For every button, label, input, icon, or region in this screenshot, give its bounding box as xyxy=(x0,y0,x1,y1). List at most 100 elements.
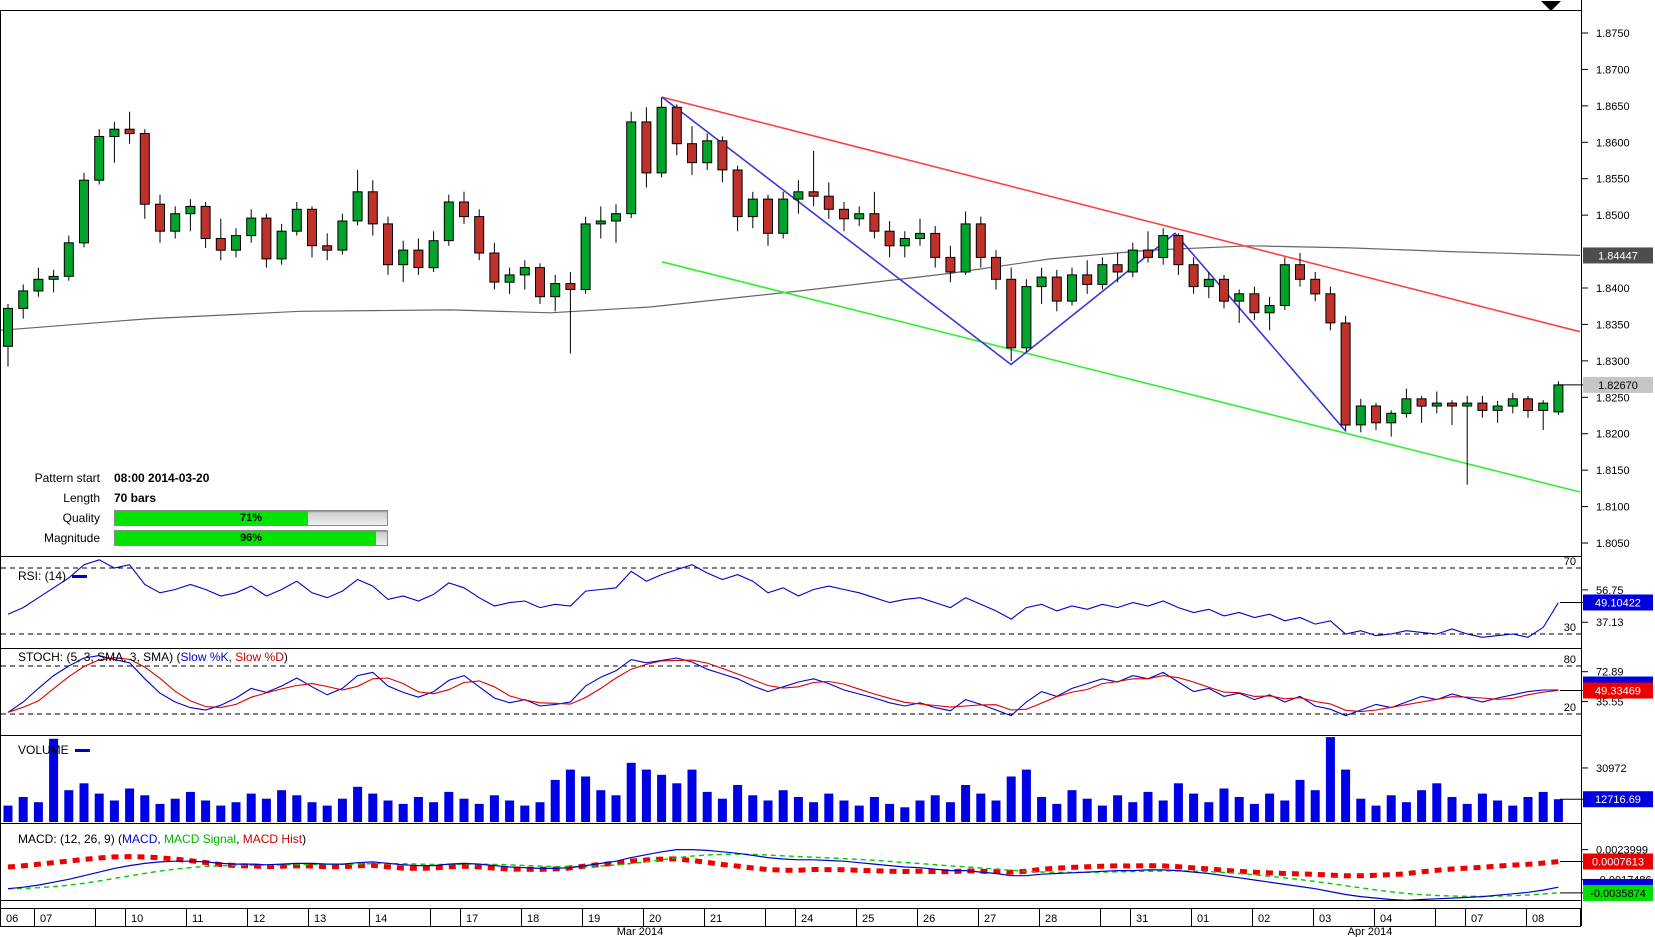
volume-bar xyxy=(353,786,363,822)
candlestick xyxy=(443,201,454,242)
volume-bar xyxy=(398,803,408,822)
candlestick xyxy=(200,205,211,239)
candlestick xyxy=(413,249,424,269)
volume-bar xyxy=(839,800,849,822)
candlestick xyxy=(884,230,895,247)
candlestick xyxy=(1127,249,1138,273)
volume-bar xyxy=(1386,795,1396,822)
candlestick xyxy=(732,169,743,218)
volume-bar xyxy=(33,802,43,822)
pattern-zigzag-blue xyxy=(661,96,1347,433)
chart-shift-marker[interactable] xyxy=(1541,1,1561,11)
candlestick xyxy=(823,195,834,210)
price-tick-label: 1.8600 xyxy=(1596,137,1630,149)
candlestick xyxy=(535,267,545,298)
candlestick xyxy=(1431,402,1442,407)
price-tick-label: 1.8750 xyxy=(1596,28,1630,40)
price-tick-label: 1.8700 xyxy=(1596,64,1630,76)
candlestick xyxy=(565,283,576,290)
price-axis[interactable] xyxy=(1581,0,1655,937)
price-tick-label: 1.8400 xyxy=(1596,283,1630,295)
candlestick xyxy=(291,208,302,232)
xaxis-day-label: 07 xyxy=(1471,913,1483,925)
volume-bar xyxy=(1371,805,1381,822)
candlestick xyxy=(1051,276,1062,302)
volume-bar xyxy=(976,793,986,822)
ma-value-badge xyxy=(1583,247,1653,264)
candlestick xyxy=(930,232,941,258)
candlestick xyxy=(702,140,713,164)
volume-bar xyxy=(778,790,788,822)
volume-bar xyxy=(125,788,135,822)
price-tick-label: 1.8350 xyxy=(1596,319,1630,331)
xaxis-day-label: 26 xyxy=(923,913,935,925)
candlestick xyxy=(550,283,561,298)
xaxis-day-label: 12 xyxy=(253,913,265,925)
candlestick xyxy=(975,223,986,258)
volume-bar xyxy=(687,769,697,822)
xaxis-day-label: 11 xyxy=(192,913,203,925)
stoch-tick-label: 35.55 xyxy=(1596,697,1624,709)
candlestick xyxy=(1371,405,1381,424)
volume-bar xyxy=(246,793,256,822)
volume-bar xyxy=(1295,779,1305,822)
macd-signal-value-badge xyxy=(1583,884,1653,901)
stoch-d-value-badge xyxy=(1583,682,1653,699)
stoch-k-line xyxy=(7,655,1559,717)
xaxis-day-label: 13 xyxy=(314,913,326,925)
volume-bar xyxy=(64,790,74,822)
price-tick-label: 1.8650 xyxy=(1596,101,1630,113)
candlestick xyxy=(793,191,804,200)
volume-bar xyxy=(535,802,545,822)
volume-bar xyxy=(1204,802,1214,822)
trendline-green xyxy=(661,261,1581,493)
rsi-tick-label: 37.13 xyxy=(1596,617,1624,629)
volume-bar xyxy=(611,795,621,822)
candlestick xyxy=(1143,249,1153,258)
volume-bar xyxy=(1219,788,1229,822)
volume-bar xyxy=(1082,798,1092,822)
volume-bar xyxy=(520,805,530,822)
candlestick xyxy=(367,191,378,225)
volume-bar xyxy=(1432,783,1442,822)
candlestick xyxy=(1067,274,1077,302)
candlestick xyxy=(1416,398,1427,407)
candlestick xyxy=(459,201,469,218)
rsi-level-label: 70 xyxy=(1564,556,1576,568)
candlestick xyxy=(474,216,485,254)
candlestick xyxy=(1355,405,1366,426)
price-tick-label: 1.8550 xyxy=(1596,174,1630,186)
candlestick xyxy=(1173,235,1184,266)
price-tick-label: 1.8050 xyxy=(1596,538,1630,550)
candlestick xyxy=(839,208,849,220)
candlestick xyxy=(717,140,728,171)
candlestick xyxy=(778,198,789,234)
xaxis-day-label: 25 xyxy=(862,913,874,925)
candlestick xyxy=(48,275,59,280)
stoch-level-label: 20 xyxy=(1564,702,1576,714)
xaxis-day-label: 06 xyxy=(6,913,18,925)
candlestick xyxy=(1538,402,1549,411)
stoch-d-value-badge-text: 49.33469 xyxy=(1595,686,1641,698)
xaxis-day-label: 21 xyxy=(710,913,722,925)
xaxis-day-label: 01 xyxy=(1197,913,1209,925)
candlestick xyxy=(109,128,120,137)
candlestick xyxy=(352,191,363,222)
volume-bar xyxy=(155,803,165,822)
xaxis-day-label: 20 xyxy=(649,913,661,925)
stoch-tick-label: 72.89 xyxy=(1596,667,1624,679)
volume-bar xyxy=(140,795,150,822)
candlestick xyxy=(489,252,500,283)
macd-hist-value-badge-text: 0.0007613 xyxy=(1592,856,1644,868)
candlestick xyxy=(991,256,1001,280)
volume-bar xyxy=(809,802,819,822)
volume-bar xyxy=(1538,791,1548,822)
macd-signal-value-badge-text: -0.0035874 xyxy=(1590,888,1646,900)
candlestick xyxy=(580,223,591,290)
volume-bar xyxy=(1067,790,1077,822)
volume-bar xyxy=(109,800,119,822)
candlestick xyxy=(79,179,89,244)
volume-bar xyxy=(3,805,13,822)
candlestick xyxy=(1158,235,1169,259)
